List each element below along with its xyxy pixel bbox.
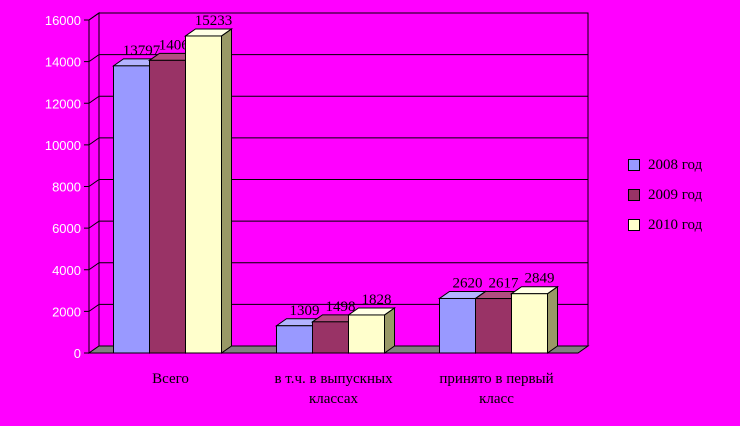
category-label: Всего	[152, 371, 189, 387]
data-label: 1828	[362, 292, 392, 308]
y-tick-label: 2000	[52, 304, 81, 319]
bar	[185, 35, 222, 354]
gridline-side	[88, 303, 100, 312]
y-tick-label: 6000	[52, 221, 81, 236]
bar-side	[221, 28, 232, 354]
data-label: 1498	[326, 299, 356, 315]
gridline-side	[88, 262, 100, 271]
category-label: класс	[479, 391, 514, 407]
bar	[511, 293, 548, 354]
data-label: 15233	[195, 13, 233, 29]
y-tick-label: 14000	[45, 55, 81, 70]
category-label: принято в первый	[439, 371, 553, 387]
bar	[475, 298, 512, 354]
bar	[348, 314, 385, 354]
bar	[113, 65, 150, 354]
bar	[149, 59, 186, 354]
gridline-side	[88, 179, 100, 187]
gridline-side	[88, 12, 100, 21]
data-label: 2849	[525, 271, 555, 287]
legend-swatch-2009	[628, 189, 640, 201]
data-label: 13797	[123, 43, 161, 59]
legend: 2008 год 2009 год 2010 год	[628, 150, 702, 240]
gridline-side	[88, 137, 100, 146]
data-label: 2617	[489, 276, 520, 292]
gridline-side	[88, 54, 100, 63]
y-tick-label: 16000	[45, 13, 81, 28]
data-label: 1309	[290, 303, 320, 319]
y-tick-label: 12000	[45, 96, 81, 111]
legend-label-2008: 2008 год	[648, 156, 703, 173]
y-tick-label: 0	[74, 346, 81, 361]
bar	[439, 297, 476, 354]
legend-label-2010: 2010 год	[648, 216, 703, 233]
bar-side	[547, 285, 558, 354]
bar	[312, 321, 349, 354]
legend-item-2010: 2010 год	[628, 210, 702, 240]
legend-item-2009: 2009 год	[628, 180, 702, 210]
y-tick-label: 4000	[52, 263, 81, 278]
legend-label-2009: 2009 год	[648, 186, 703, 203]
legend-item-2008: 2008 год	[628, 150, 702, 180]
data-label: 2620	[453, 275, 483, 291]
legend-swatch-2010	[628, 219, 640, 231]
bar	[276, 325, 313, 354]
category-label: в т.ч. в выпускных	[274, 371, 393, 387]
legend-swatch-2008	[628, 159, 640, 171]
y-tick-label: 10000	[45, 138, 81, 153]
y-tick-label: 8000	[52, 180, 81, 195]
gridline-side	[88, 95, 100, 104]
gridline-side	[88, 220, 100, 229]
category-label: классах	[309, 391, 359, 407]
bar-side	[384, 306, 395, 354]
